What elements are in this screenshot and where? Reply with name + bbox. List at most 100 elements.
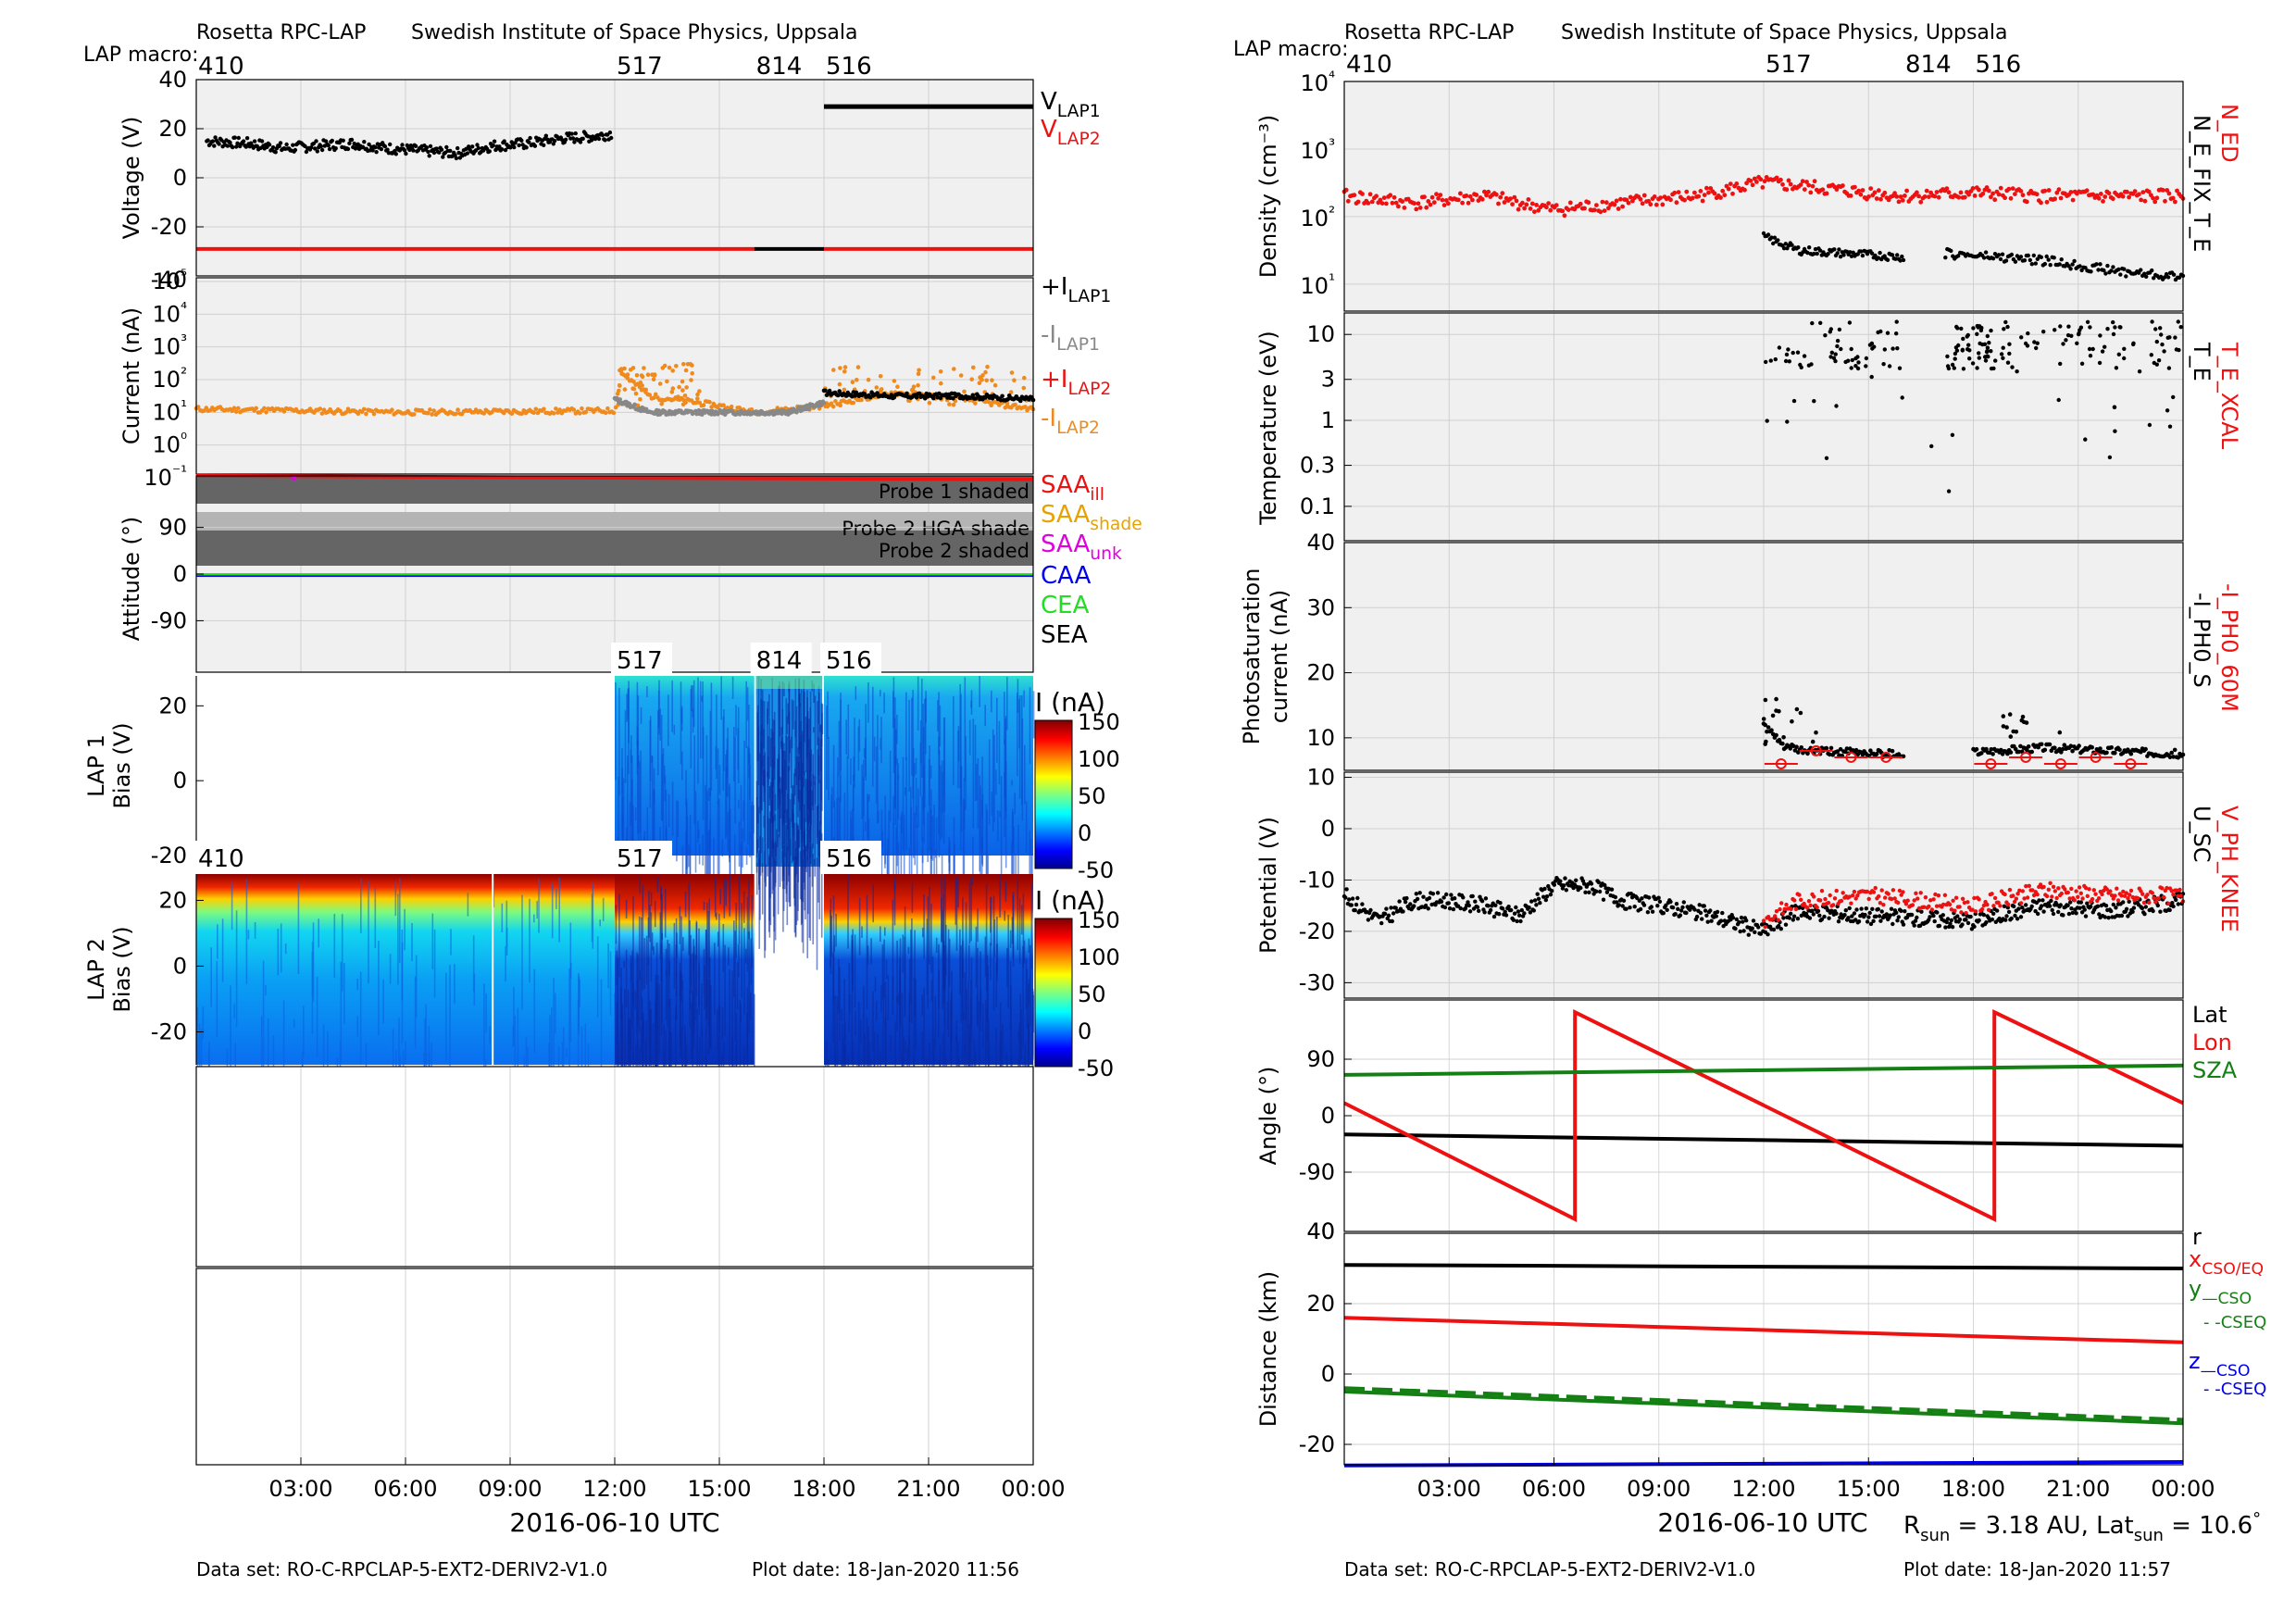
current-neg-ilap2-spike: [643, 387, 648, 393]
density-ned-point: [1894, 194, 1900, 199]
lap2-heatmap-streak: [696, 1008, 698, 1076]
lap2-macro-tag-bg: [820, 841, 881, 874]
current-neg-ilap2-spike: [874, 385, 880, 390]
potential-usc-point: [1853, 918, 1858, 922]
photo-iph0s-spike: [2057, 730, 2063, 735]
current-neg-ilap2-spike: [674, 364, 679, 369]
lap1-heatmap-streak: [795, 706, 798, 785]
potential-vphknee-point: [2128, 893, 2132, 897]
lap1-heatmap-streak: [937, 700, 939, 731]
density-ned-point: [2106, 191, 2112, 196]
lap1-heatmap-streak: [1014, 793, 1016, 815]
lap1-heatmap-streak: [705, 784, 706, 898]
potential-vphknee-point: [2160, 886, 2165, 891]
temperature-te-point: [1989, 349, 1993, 354]
potential-usc-point: [1447, 906, 1453, 911]
temperature-te-point: [1965, 334, 1969, 339]
density-ned-point: [1944, 186, 1950, 192]
potential-usc-point: [1550, 889, 1554, 893]
potential-vphknee-point: [1942, 893, 1948, 897]
lap1-heatmap-streak: [636, 727, 639, 747]
density-ned-point: [1774, 175, 1779, 181]
temperature-te-point: [2056, 397, 2061, 403]
lap1-heatmap-streak: [803, 690, 805, 788]
voltage-lap1-point: [596, 136, 602, 142]
right-xtick-label: 06:00: [1522, 1476, 1586, 1502]
potential-vphknee-point: [2022, 896, 2027, 901]
angle-lon-line: [1343, 1008, 2184, 1223]
lap2-heatmap-streak: [843, 979, 845, 1041]
lap1-heatmap-streak: [793, 773, 795, 805]
density-nefix-point: [1996, 253, 2002, 257]
potential-vphknee-point: [2014, 896, 2018, 901]
lap1-heatmap-streak: [875, 746, 878, 804]
lap2-heatmap-streak: [993, 918, 996, 958]
density-ned-point: [1594, 203, 1599, 208]
potential-vphknee-point: [2044, 893, 2050, 899]
density-nefix-point: [1776, 238, 1780, 243]
lap2-heatmap-streak: [536, 901, 538, 919]
density-ned-point: [1534, 203, 1539, 207]
lap2-heatmap-streak: [675, 1014, 677, 1091]
current-neg-ilap2-spike: [1008, 390, 1014, 394]
potential-vphknee-point: [2018, 901, 2024, 906]
distance-legend-y-cseq: - -CSEQ: [2203, 1313, 2266, 1332]
temperature-te-point: [2171, 394, 2176, 400]
potential-vphknee-point: [2140, 892, 2145, 896]
density-ned-point: [1460, 200, 1465, 206]
density-ned-point: [1474, 193, 1479, 197]
potential-usc-point: [1404, 895, 1409, 901]
potential-usc-point: [1390, 918, 1395, 924]
potential-usc-point: [1913, 918, 1918, 923]
density-ned-point: [2084, 188, 2090, 194]
lap1-heatmap-streak: [626, 693, 628, 722]
density-ned-point: [1431, 200, 1437, 206]
lap1-heatmap-streak: [987, 854, 990, 890]
lap2-heatmap-streak: [968, 882, 971, 944]
density-nefix-point: [1885, 257, 1890, 262]
temperature-te-point: [2178, 325, 2183, 330]
lap2-heatmap-streak: [908, 993, 911, 1096]
potential-vphknee-point: [1934, 904, 1940, 908]
photo-panel-ytick-label: 20: [1306, 660, 1335, 686]
lap2-heatmap-streak: [968, 1036, 970, 1076]
potential-usc-point: [1558, 879, 1563, 883]
lap1-heatmap-streak: [716, 694, 718, 779]
density-ned-point: [1977, 187, 1981, 193]
potential-usc-point: [1964, 918, 1968, 922]
temperature-te-point: [2116, 352, 2121, 356]
lap2-heatmap-streak: [890, 1035, 892, 1054]
potential-vphknee-point: [1799, 897, 1803, 902]
temperature-te-point: [2065, 332, 2071, 338]
lap1-heatmap-streak: [953, 695, 955, 785]
current-neg-ilap2-point: [542, 406, 546, 412]
lap1-heatmap-streak: [748, 748, 750, 779]
potential-usc-point: [1753, 930, 1757, 934]
density-ned-point: [2039, 200, 2043, 206]
density-nefix-point: [2152, 276, 2156, 281]
lap1-heatmap-streak: [758, 853, 760, 890]
voltage-lap1-point: [255, 144, 259, 149]
density-nefix-point: [1826, 252, 1830, 256]
potential-vphknee-point: [1871, 890, 1877, 894]
current-neg-ilap1-point: [818, 403, 823, 408]
left-header-instrument: Rosetta RPC-LAP: [196, 21, 366, 44]
lap2-heatmap-streak: [723, 879, 726, 918]
temperature-te-point: [1970, 361, 1976, 366]
lap2-heatmap-streak: [428, 1051, 430, 1073]
lap2-heatmap-streak: [695, 920, 698, 960]
voltage-lap1-point: [465, 151, 469, 156]
potential-vphknee-point: [1964, 911, 1968, 916]
density-legend-nefix: N_E_FIX_T_E: [2189, 115, 2215, 252]
potential-usc-point: [1444, 892, 1449, 897]
potential-usc-point: [1421, 894, 1426, 899]
current-neg-ilap1-point: [700, 412, 705, 418]
density-ned-point: [2070, 197, 2076, 203]
lap1-heatmap-streak: [742, 840, 743, 868]
potential-usc-point: [1935, 910, 1940, 915]
lap1-heatmap-streak: [780, 727, 782, 750]
lap2-heatmap-streak: [655, 982, 658, 1073]
density-ned-point: [1872, 190, 1878, 195]
potential-vphknee-point: [1996, 900, 2001, 905]
lap2-heatmap-streak: [738, 943, 740, 978]
